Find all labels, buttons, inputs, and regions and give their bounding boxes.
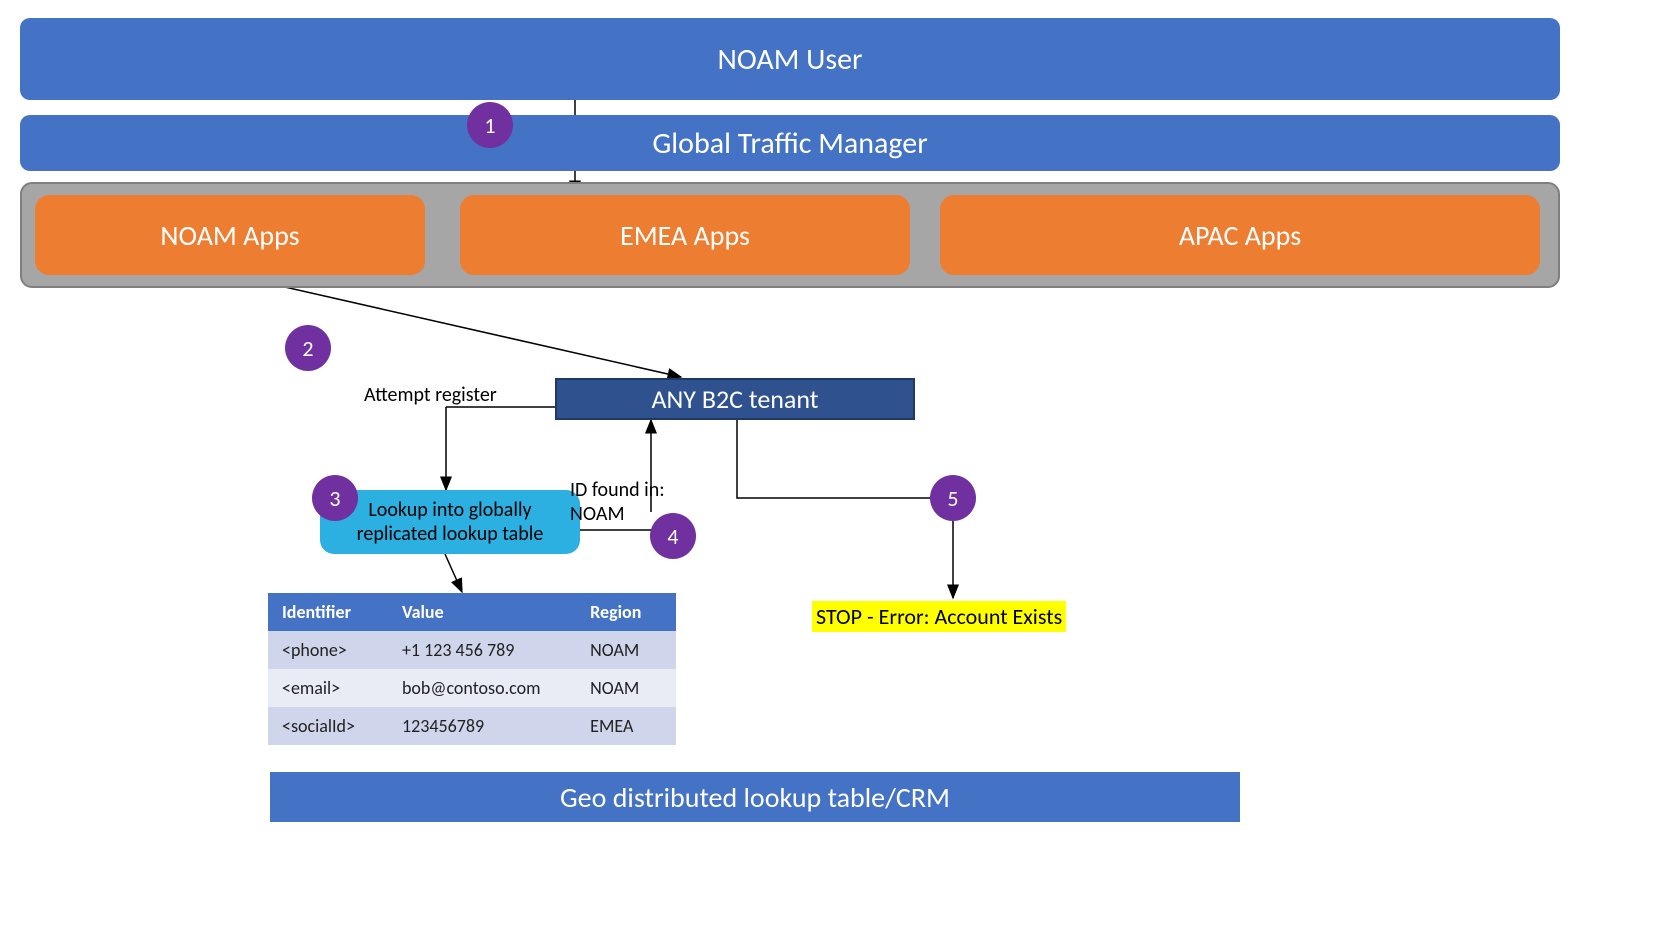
table-cell: bob@contoso.com (388, 669, 576, 707)
emea-apps-box: EMEA Apps (460, 195, 910, 275)
step-badge-1: 1 (467, 102, 513, 148)
id-found-label: ID found in: NOAM (570, 478, 665, 526)
col-region: Region (576, 593, 676, 631)
table-cell: +1 123 456 789 (388, 631, 576, 669)
noam-apps-label: NOAM Apps (160, 218, 299, 253)
step-badge-2: 2 (285, 325, 331, 371)
col-identifier: Identifier (268, 593, 388, 631)
table-cell: 123456789 (388, 707, 576, 745)
table-cell: NOAM (576, 669, 676, 707)
tenant-label: ANY B2C tenant (651, 383, 818, 415)
col-value: Value (388, 593, 576, 631)
table-header-row: Identifier Value Region (268, 593, 676, 631)
table-row: <phone>+1 123 456 789NOAM (268, 631, 676, 669)
attempt-register-label: Attempt register (364, 383, 497, 407)
lookup-box-label: Lookup into globally replicated lookup t… (357, 498, 544, 546)
noam-user-bar: NOAM User (20, 18, 1560, 100)
emea-apps-label: EMEA Apps (620, 218, 750, 253)
table-cell: <phone> (268, 631, 388, 669)
error-label: STOP - Error: Account Exists (812, 601, 1066, 632)
apac-apps-box: APAC Apps (940, 195, 1540, 275)
step-badge-3: 3 (312, 475, 358, 521)
table-cell: EMEA (576, 707, 676, 745)
step-5-number: 5 (947, 485, 958, 512)
any-b2c-tenant-box: ANY B2C tenant (555, 378, 915, 420)
lookup-data-table: Identifier Value Region <phone>+1 123 45… (268, 593, 676, 745)
arrow-tenant-to-5 (737, 420, 930, 498)
table-row: <email>bob@contoso.comNOAM (268, 669, 676, 707)
table-row: <socialId>123456789EMEA (268, 707, 676, 745)
step-badge-4: 4 (650, 513, 696, 559)
step-3-number: 3 (329, 485, 340, 512)
step-2-number: 2 (302, 335, 313, 362)
global-traffic-manager-bar: Global Traffic Manager (20, 115, 1560, 171)
lookup-table-box: Lookup into globally replicated lookup t… (320, 490, 580, 554)
table-cell: <email> (268, 669, 388, 707)
arrow-lookup-to-table (445, 554, 462, 592)
noam-apps-box: NOAM Apps (35, 195, 425, 275)
apac-apps-label: APAC Apps (1179, 218, 1301, 253)
step-badge-5: 5 (930, 475, 976, 521)
geo-lookup-footer-bar: Geo distributed lookup table/CRM (270, 772, 1240, 822)
footer-label: Geo distributed lookup table/CRM (560, 780, 950, 815)
noam-user-label: NOAM User (717, 41, 862, 78)
step-1-number: 1 (484, 112, 495, 139)
table-cell: <socialId> (268, 707, 388, 745)
table-cell: NOAM (576, 631, 676, 669)
gtm-label: Global Traffic Manager (652, 125, 927, 162)
step-4-number: 4 (667, 523, 678, 550)
